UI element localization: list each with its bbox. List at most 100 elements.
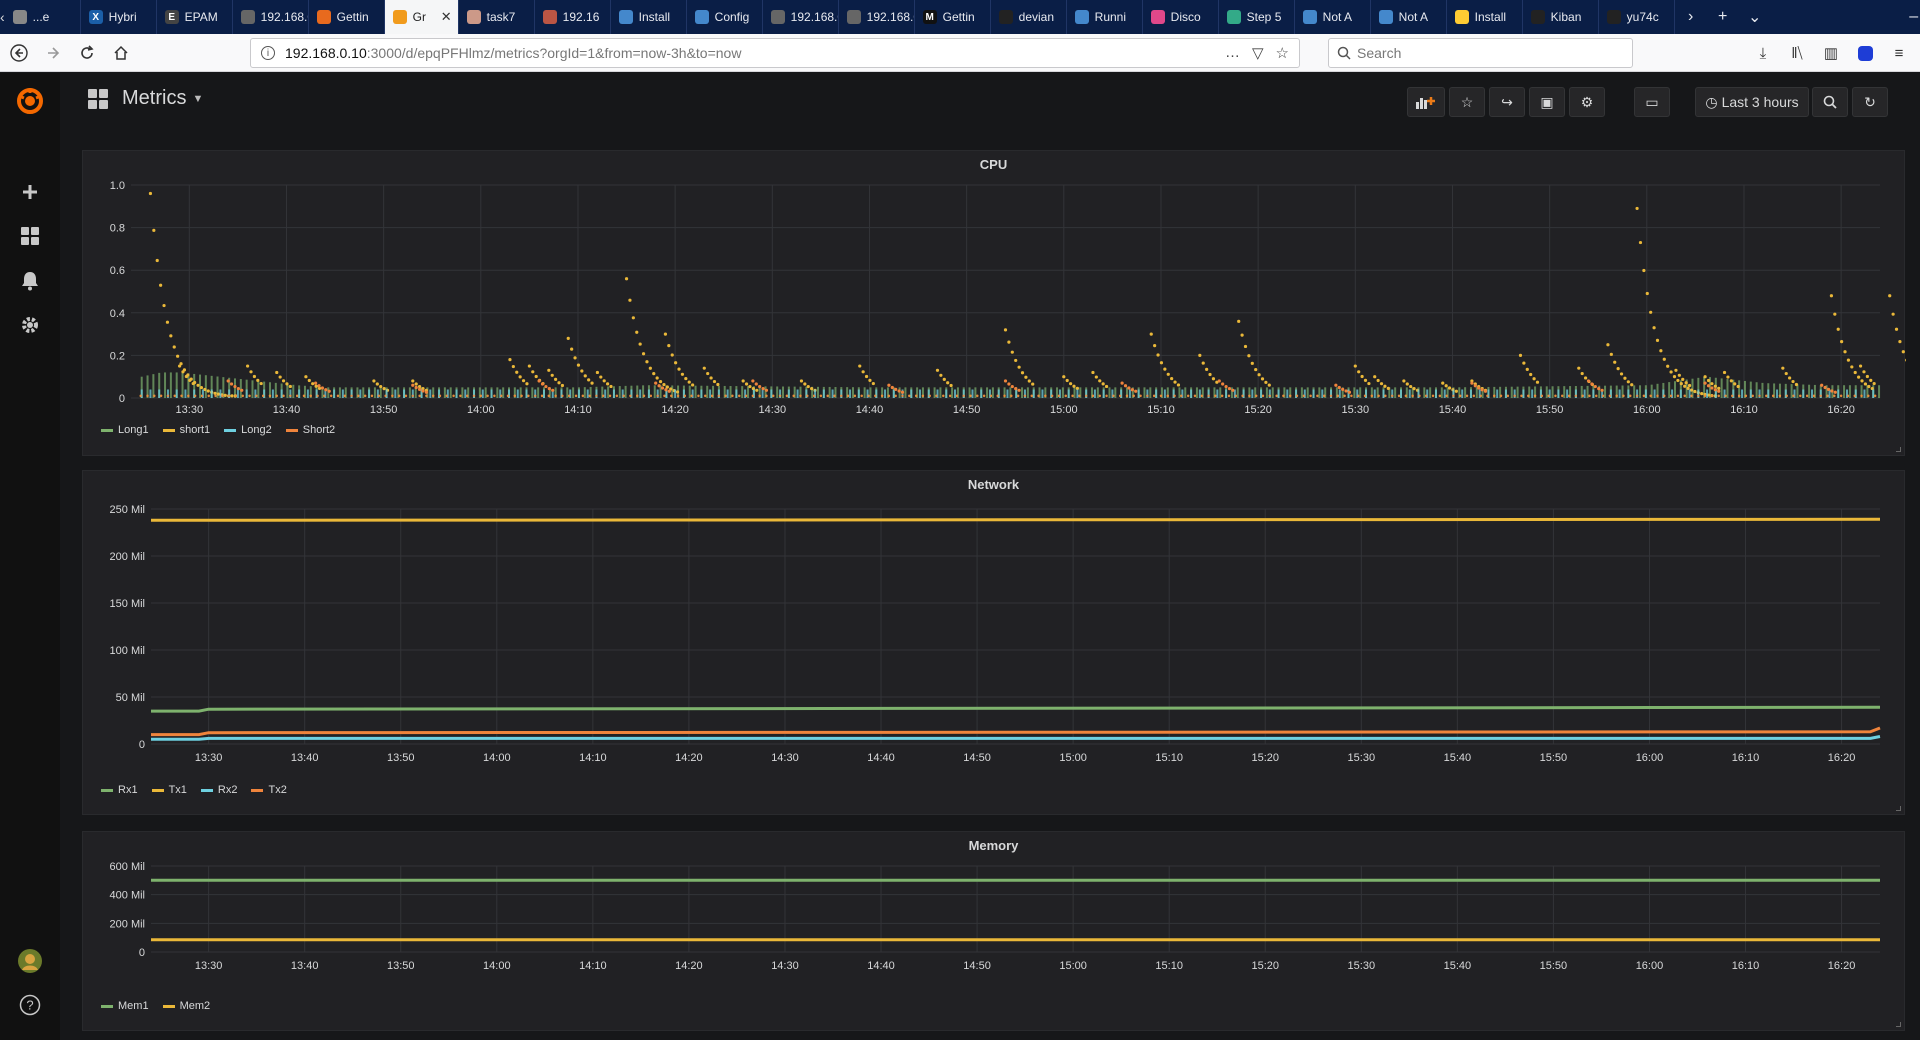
legend-item[interactable]: Rx2 <box>200 784 237 796</box>
zoom-out-button[interactable] <box>1812 87 1848 117</box>
browser-tab[interactable]: Disco <box>1143 0 1219 34</box>
point-mark <box>1156 353 1160 357</box>
reload-icon[interactable] <box>70 38 104 68</box>
point-mark <box>962 394 965 398</box>
network-graph[interactable]: 0 50 Mil 100 Mil 150 Mil 200 Mil 250 Mil 13:30… <box>83 471 1906 816</box>
bar-mark <box>607 386 610 398</box>
browser-tab[interactable]: E EPAM <box>157 0 233 34</box>
series-short2 <box>139 379 1877 398</box>
legend-item[interactable]: Rx1 <box>101 784 138 796</box>
browser-tab[interactable]: Gettin <box>309 0 385 34</box>
browser-tab[interactable]: 192.168.0. <box>233 0 309 34</box>
url-bar[interactable]: i 192.168.0.10:3000/d/epqPFHlmz/metrics?… <box>250 38 1300 68</box>
browser-tab[interactable]: Config <box>687 0 763 34</box>
browser-tab[interactable]: Install <box>1447 0 1523 34</box>
page-actions-icon[interactable]: … <box>1225 44 1240 61</box>
create-plus-icon[interactable] <box>0 172 60 212</box>
minimize-icon[interactable]: – <box>1909 8 1919 25</box>
star-dashboard-button[interactable]: ☆ <box>1449 87 1485 117</box>
panel-resize-handle[interactable] <box>1896 1022 1901 1027</box>
browser-tab[interactable]: Kiban <box>1523 0 1599 34</box>
sidebar-icon[interactable]: ▥ <box>1823 45 1839 62</box>
panel-title[interactable]: Network <box>967 477 1020 492</box>
browser-tab[interactable]: Install <box>611 0 687 34</box>
user-avatar[interactable] <box>0 941 60 981</box>
bookmark-star-icon[interactable]: ☆ <box>1275 45 1289 62</box>
home-icon[interactable] <box>104 38 138 68</box>
browser-tab[interactable]: ...e <box>5 0 81 34</box>
panel-resize-handle[interactable] <box>1896 447 1901 452</box>
bar-mark <box>324 389 327 398</box>
browser-tab[interactable]: Runni <box>1067 0 1143 34</box>
legend-item[interactable]: Long2 <box>224 424 272 436</box>
point-mark <box>765 394 768 398</box>
browser-search-box[interactable] <box>1328 38 1633 68</box>
point-mark <box>1493 394 1496 398</box>
site-info-icon[interactable]: i <box>261 46 275 60</box>
refresh-button[interactable]: ↻ <box>1852 87 1888 117</box>
panel-title[interactable]: CPU <box>979 157 1008 172</box>
browser-tab[interactable]: 192.168.0. <box>763 0 839 34</box>
back-icon[interactable] <box>2 38 36 68</box>
save-dashboard-button[interactable]: ▣ <box>1529 87 1565 117</box>
browser-tab[interactable]: yu74c <box>1599 0 1675 34</box>
y-tick-label: 0 <box>139 739 145 751</box>
downloads-icon[interactable]: ⤓ <box>1759 44 1767 62</box>
tv-mode-button[interactable]: ▭ <box>1634 87 1670 117</box>
browser-tab[interactable]: task7 <box>459 0 535 34</box>
point-mark <box>1248 394 1251 398</box>
close-tab-icon[interactable]: ✕ <box>440 9 452 24</box>
pocket-icon[interactable]: ▽ <box>1252 45 1264 62</box>
point-mark <box>1454 389 1458 393</box>
browser-tab[interactable]: 192.168.0. <box>839 0 915 34</box>
help-icon[interactable]: ? <box>0 985 60 1025</box>
panel-title[interactable]: Memory <box>968 838 1019 853</box>
search-input[interactable] <box>1357 45 1617 61</box>
x-tick-label: 15:30 <box>1348 752 1376 764</box>
bar-mark <box>245 389 248 398</box>
point-mark <box>438 394 442 398</box>
tab-list-chevron-icon[interactable]: ⌄ <box>1747 9 1762 26</box>
browser-tab[interactable]: X Hybri <box>81 0 157 34</box>
configuration-gear-icon[interactable] <box>0 305 60 345</box>
grafana-logo-icon[interactable] <box>0 81 60 121</box>
library-icon[interactable]: ‖⧹ <box>1791 44 1803 62</box>
browser-tab[interactable]: Gr ✕ <box>384 0 459 34</box>
tab-scroll-right-icon[interactable]: › <box>1688 8 1694 25</box>
bar-mark <box>904 387 907 398</box>
legend-item[interactable]: Mem1 <box>101 1000 149 1012</box>
share-dashboard-button[interactable]: ↪ <box>1489 87 1525 117</box>
legend-item[interactable]: Tx1 <box>151 784 187 796</box>
browser-tab[interactable]: Step 5 <box>1219 0 1295 34</box>
tab-scroll-left-icon[interactable]: ‹ <box>0 9 5 25</box>
point-mark <box>1645 291 1649 296</box>
browser-tab[interactable]: 192.16 <box>535 0 611 34</box>
time-picker-button[interactable]: ◷ Last 3 hours <box>1695 87 1809 117</box>
legend-item[interactable]: Long1 <box>101 424 149 436</box>
legend-item[interactable]: Short2 <box>285 424 335 436</box>
browser-tab[interactable]: Not A <box>1371 0 1447 34</box>
cpu-graph[interactable]: 0 0.2 0.4 0.6 0.8 1.0 13:30 13:40 13:50 14:00 14:1… <box>83 151 1906 457</box>
browser-tab[interactable]: M Gettin <box>915 0 991 34</box>
menu-icon[interactable]: ≡ <box>1894 44 1904 62</box>
point-mark <box>935 394 938 398</box>
browser-tab[interactable]: Not A <box>1295 0 1371 34</box>
legend-item[interactable]: Mem2 <box>162 1000 210 1012</box>
memory-graph[interactable]: 0 200 Mil 400 Mil 600 Mil 13:30 13:40 13:50 14:… <box>83 832 1906 1032</box>
bar-mark <box>1178 387 1181 398</box>
legend-item[interactable]: Tx2 <box>251 784 287 796</box>
settings-button[interactable]: ⚙ <box>1569 87 1605 117</box>
extension-icon[interactable] <box>1850 38 1880 68</box>
legend-item[interactable]: short1 <box>162 424 210 436</box>
panel-resize-handle[interactable] <box>1896 806 1901 811</box>
new-tab-icon[interactable]: + <box>1718 8 1728 25</box>
point-mark <box>1669 370 1673 374</box>
dashboard-title-button[interactable]: Metrics ▼ <box>88 87 203 110</box>
forward-icon[interactable] <box>36 38 70 68</box>
browser-tab[interactable]: devian <box>991 0 1067 34</box>
dashboards-icon[interactable] <box>0 216 60 256</box>
point-mark <box>459 394 462 398</box>
alerting-bell-icon[interactable] <box>0 261 60 301</box>
add-panel-button[interactable] <box>1407 87 1445 117</box>
bar-mark <box>1131 387 1134 398</box>
